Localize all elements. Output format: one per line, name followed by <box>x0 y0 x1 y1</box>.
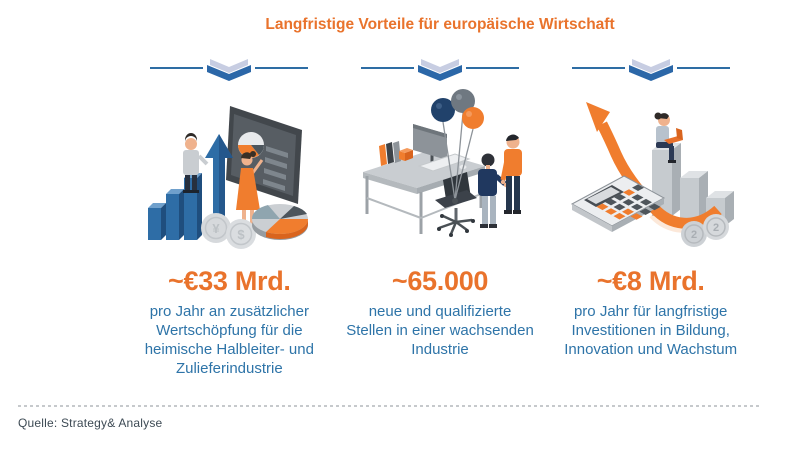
illustration-office-new-jobs <box>355 86 525 258</box>
coin-two-symbol: 2 <box>691 229 697 241</box>
section-divider <box>571 54 730 82</box>
presentation-screen <box>226 106 303 204</box>
stat-description-jobs: neue und qualifizierte Stellen in einer … <box>346 303 534 358</box>
divider-line-right <box>466 67 519 69</box>
monitor <box>413 124 447 162</box>
currency-coins: ¥ $ <box>201 213 257 249</box>
man-figure <box>183 133 209 193</box>
dollar-coin-symbol: $ <box>238 227 246 242</box>
section-divider <box>361 54 519 82</box>
office-new-jobs-graphic <box>363 89 522 237</box>
stat-jobs: ~65.000 <box>391 266 489 296</box>
chevron-down-icon <box>418 59 462 81</box>
stat-description-value-creation: pro Jahr an zusätzlicher Wertschöpfung f… <box>144 303 314 377</box>
illustration-investment-growth: 2 2 <box>566 86 736 258</box>
dashed-separator <box>18 405 759 407</box>
benefit-columns: ¥ $ ~€33 Mrd. <box>124 54 756 378</box>
desk-items <box>379 141 471 172</box>
sitting-woman-figure <box>654 112 683 163</box>
section-divider <box>150 54 309 82</box>
benefit-column-investment: 2 2 ~€8 Mrd. pro Jahr für langfristige I… <box>545 54 756 378</box>
growth-chart-presentation-graphic: ¥ $ <box>148 106 309 249</box>
coin-two-symbol: 2 <box>713 222 719 234</box>
stat-description-investment: pro Jahr für langfristige Investitionen … <box>564 303 738 358</box>
divider-line-left <box>361 67 414 69</box>
source-note: Quelle: Strategy& Analyse <box>18 416 163 430</box>
benefit-column-value-creation: ¥ $ ~€33 Mrd. <box>124 54 335 378</box>
divider-line-left <box>571 67 625 69</box>
chevron-down-icon <box>207 59 252 81</box>
benefit-column-jobs: ~65.000 neue und qualifizierte Stellen i… <box>335 54 546 378</box>
yen-coin-symbol: ¥ <box>213 221 221 236</box>
coins: 2 2 <box>680 214 729 247</box>
divider-line-right <box>676 67 730 69</box>
pie-chart-3d-shape <box>252 204 309 240</box>
illustration-growth-chart-presentation: ¥ $ <box>144 86 314 258</box>
calculator <box>570 175 665 232</box>
person-orange-figure <box>500 134 522 214</box>
divider-line-right <box>255 67 309 69</box>
bar-chart-shape <box>148 173 203 240</box>
office-chair <box>435 172 477 237</box>
balloons <box>431 89 484 204</box>
investment-growth-graphic: 2 2 <box>570 102 734 247</box>
footer: Quelle: Strategy& Analyse <box>18 405 759 430</box>
divider-line-left <box>150 67 204 69</box>
chevron-down-icon <box>628 59 673 81</box>
page-title: Langfristige Vorteile für europäische Wi… <box>265 16 615 33</box>
stat-value-creation: ~€33 Mrd. <box>168 266 291 296</box>
calculator-keys <box>596 184 661 220</box>
stat-investment: ~€8 Mrd. <box>596 266 705 296</box>
up-arrow-shape <box>205 134 234 230</box>
